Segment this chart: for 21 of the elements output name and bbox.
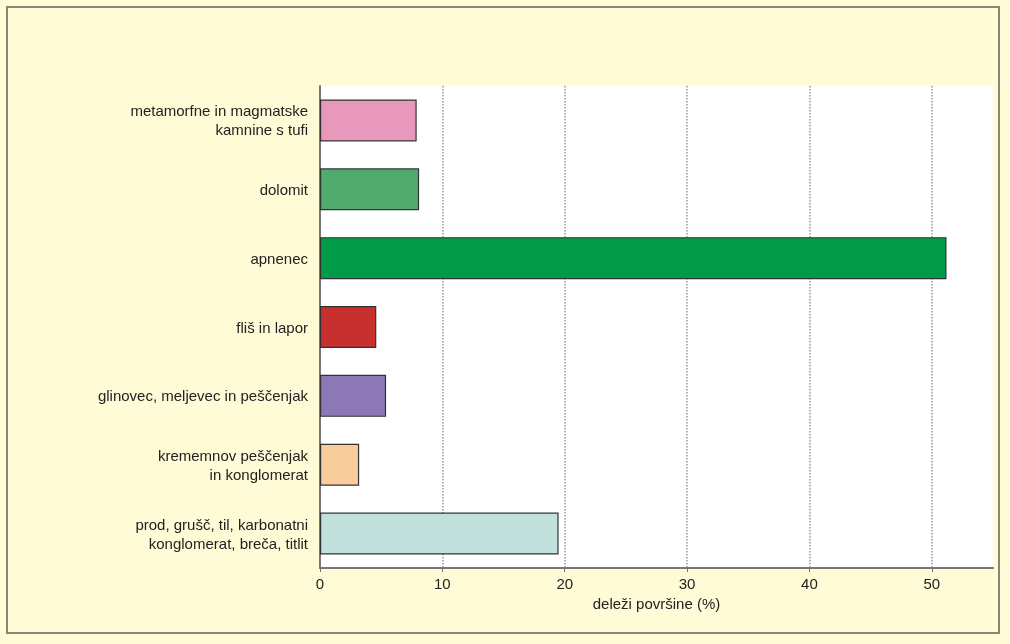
y-tick-label: dolomit (259, 180, 309, 198)
y-tick-label: glinovec, meljevec in peščenjak (97, 387, 309, 405)
bar (320, 443, 360, 486)
x-tick-label: 20 (556, 575, 574, 592)
y-tick-label: metamorfne in magmatske kamnine s tufi (130, 102, 308, 139)
bar (320, 374, 387, 417)
bar (320, 168, 420, 211)
y-tick-label: apnenec (250, 249, 309, 267)
y-tick-label: prod, grušč, til, karbonatni konglomerat, breča, titlit (135, 515, 309, 552)
bar (320, 99, 417, 142)
bar (320, 237, 947, 280)
x-tick-label: 10 (434, 575, 451, 592)
y-tick-label: fliš in lapor (236, 318, 308, 336)
y-tick-label: krememnov peščenjak in konglomerat (157, 446, 309, 483)
x-tick-label: 30 (678, 575, 696, 592)
x-axis-title: deleži površine (%) (592, 595, 721, 612)
bar (320, 512, 559, 555)
x-tick-label: 40 (801, 575, 818, 592)
bar (320, 306, 377, 348)
x-tick-label: 50 (923, 575, 941, 592)
x-tick-label: 0 (315, 575, 325, 592)
